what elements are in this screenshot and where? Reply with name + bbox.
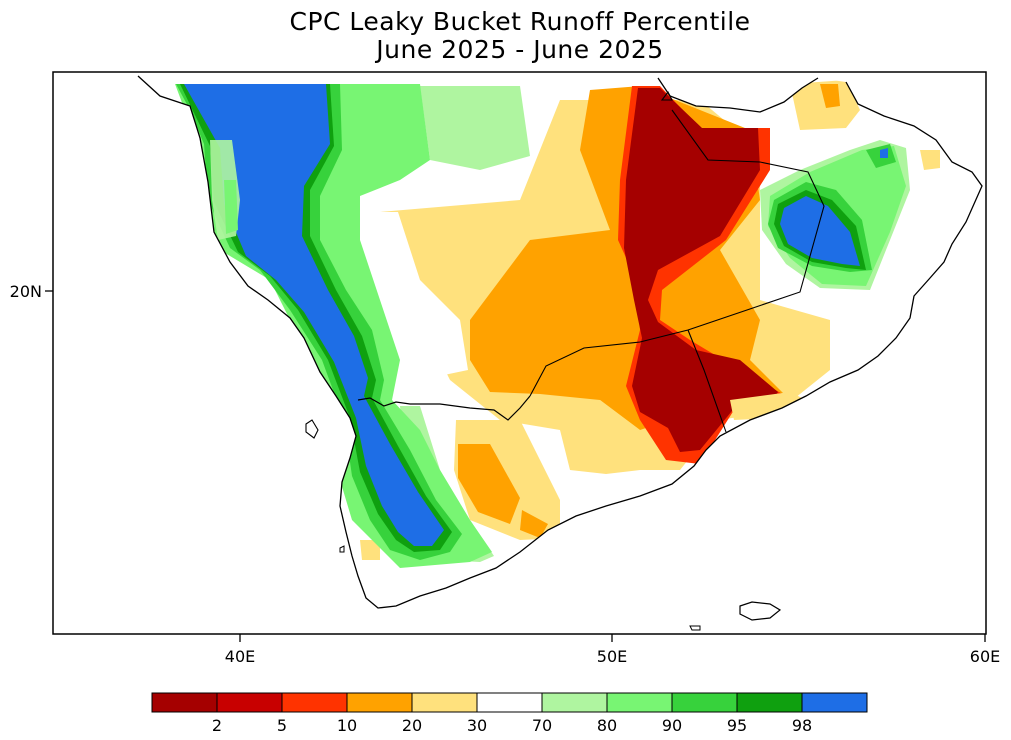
colorbar-label: 95 xyxy=(727,716,747,735)
colorbar-label: 98 xyxy=(792,716,812,735)
persian-gulf-coastline xyxy=(657,77,819,113)
colorbar-swatch xyxy=(671,692,738,713)
colorbar-label: 5 xyxy=(277,716,287,735)
yemen-saudi-border xyxy=(357,395,531,421)
axis-ticks xyxy=(45,290,986,642)
colorbar-swatch xyxy=(801,692,868,713)
colorbar-label: 30 xyxy=(467,716,487,735)
x-tick-label-50e: 50E xyxy=(597,647,627,666)
colorbar-label: 70 xyxy=(532,716,552,735)
abd-al-kuri-island xyxy=(689,625,701,631)
percentile-fields xyxy=(175,80,940,568)
colorbar-label: 2 xyxy=(212,716,222,735)
colorbar-label: 90 xyxy=(662,716,682,735)
colorbar-swatch xyxy=(411,692,478,713)
colorbar-swatch xyxy=(151,692,218,713)
x-tick-label-40e: 40E xyxy=(225,647,255,666)
colorbar-swatch xyxy=(476,692,543,713)
colorbar-swatch xyxy=(281,692,348,713)
colorbar-swatch xyxy=(736,692,803,713)
qatar-outline xyxy=(660,90,673,101)
colorbar-label: 80 xyxy=(597,716,617,735)
map-title-line-1: CPC Leaky Bucket Runoff Percentile xyxy=(289,7,751,36)
colorbar-swatch xyxy=(606,692,673,713)
map-title-line-2: June 2025 - June 2025 xyxy=(376,35,664,64)
saudi-yemen-oman-border xyxy=(529,109,825,397)
socotra-island xyxy=(739,601,782,621)
yemen-oman-border xyxy=(687,329,727,433)
y-tick-label-20n: 20N xyxy=(10,282,42,301)
colorbar-swatch xyxy=(216,692,283,713)
dahlak-islands xyxy=(305,419,319,439)
colorbar-label: 10 xyxy=(337,716,357,735)
map-frame xyxy=(52,71,987,635)
x-tick-label-60e: 60E xyxy=(970,647,1000,666)
colorbar-label: 20 xyxy=(402,716,422,735)
small-island xyxy=(339,545,345,553)
colorbar-swatch xyxy=(346,692,413,713)
colorbar: 2 5 10 20 30 70 80 90 95 98 xyxy=(151,692,868,735)
arabian-peninsula-coastline xyxy=(137,75,983,609)
colorbar-swatch xyxy=(541,692,608,713)
